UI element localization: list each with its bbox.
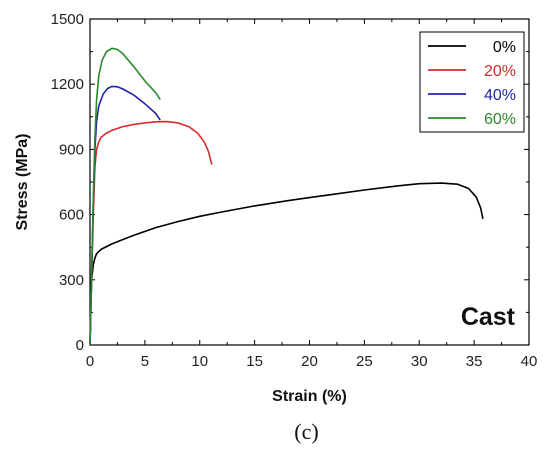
x-tick-label: 25 xyxy=(356,353,373,370)
x-tick-label: 10 xyxy=(191,353,208,370)
series-line-20-percent xyxy=(89,120,213,346)
legend-label-40-percent: 40% xyxy=(484,87,516,104)
y-tick-label: 300 xyxy=(59,272,84,289)
legend-label-60-percent: 60% xyxy=(484,111,516,128)
annotation-cast: Cast xyxy=(461,303,516,331)
y-tick-label: 600 xyxy=(59,207,84,224)
y-axis-title: Stress (MPa) xyxy=(14,134,31,231)
legend-label-0-percent: 0% xyxy=(493,39,516,56)
x-tick-label: 30 xyxy=(411,353,428,370)
series-line-0-percent xyxy=(89,182,484,346)
x-axis-title: Strain (%) xyxy=(272,388,347,405)
legend-box xyxy=(419,31,525,133)
series-line-40-percent xyxy=(89,85,161,346)
legend-label-20-percent: 20% xyxy=(484,63,516,80)
panel-label: (c) xyxy=(294,419,318,444)
x-tick-label: 35 xyxy=(466,353,483,370)
x-tick-label: 0 xyxy=(86,353,94,370)
y-tick-label: 900 xyxy=(59,141,84,158)
x-tick-label: 20 xyxy=(301,353,318,370)
series-line-60-percent xyxy=(89,47,161,346)
x-tick-label: 5 xyxy=(141,353,149,370)
x-tick-label: 40 xyxy=(521,353,538,370)
y-tick-label: 1200 xyxy=(51,76,84,93)
y-tick-label: 1500 xyxy=(51,11,84,28)
y-tick-label: 0 xyxy=(76,337,84,354)
x-tick-label: 15 xyxy=(246,353,263,370)
